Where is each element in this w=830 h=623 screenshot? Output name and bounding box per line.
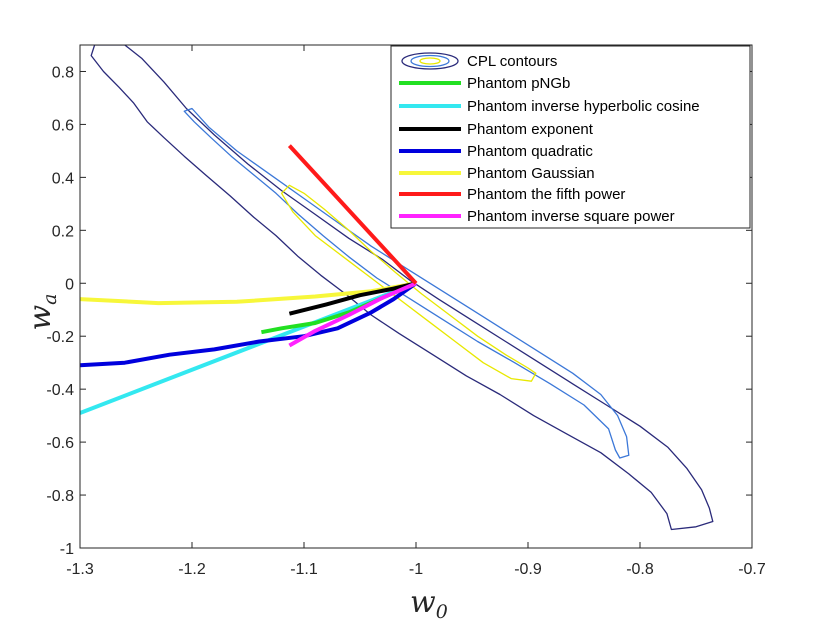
y-tick-label: -1 xyxy=(60,541,74,558)
x-tick-label: -0.7 xyxy=(738,561,766,578)
cpl-1-sigma-contour xyxy=(280,184,537,382)
series-phantom-quadratic xyxy=(80,281,418,368)
y-tick-label: -0.6 xyxy=(46,435,74,452)
legend-label-fifth-power: Phantom the fifth power xyxy=(467,186,625,203)
series-lines xyxy=(80,144,418,415)
legend-label-quadratic: Phantom quadratic xyxy=(467,143,593,160)
cpl-3-sigma-contour xyxy=(90,45,714,531)
x-tick-label: -0.9 xyxy=(514,561,542,578)
series-phantom-inverse-hyperbolic-cosine xyxy=(80,281,417,415)
x-tick-label: -1.1 xyxy=(290,561,318,578)
x-tick-label: -0.8 xyxy=(626,561,654,578)
legend-label-pngb: Phantom pNGb xyxy=(467,75,570,92)
legend-contour-icon xyxy=(401,52,459,70)
x-axis-ticks: -1.3 -1.2 -1.1 -1 -0.9 -0.8 -0.7 xyxy=(66,45,766,578)
y-axis-label-sub: a xyxy=(39,293,61,304)
x-axis-label-sub: 0 xyxy=(436,601,448,623)
y-tick-label: 0.8 xyxy=(52,64,74,81)
legend-label-inverse-square-power: Phantom inverse square power xyxy=(467,208,675,225)
contours xyxy=(90,45,714,531)
x-tick-label: -1.3 xyxy=(66,561,94,578)
legend-label-gaussian: Phantom Gaussian xyxy=(467,165,595,182)
y-tick-label: 0.4 xyxy=(52,170,74,187)
legend-label-cpl-contours: CPL contours xyxy=(467,53,557,70)
y-axis-ticks: -1 -0.8 -0.6 -0.4 -0.2 0 0.2 0.4 0.6 0.8 xyxy=(46,64,752,558)
y-tick-label: -0.4 xyxy=(46,382,74,399)
series-phantom-exponent xyxy=(288,281,417,316)
legend-label-exponent: Phantom exponent xyxy=(467,121,594,138)
y-tick-label: 0.6 xyxy=(52,117,74,134)
y-axis-label-base: w xyxy=(23,305,58,331)
y-tick-label: 0 xyxy=(65,276,74,293)
x-axis-label-base: w xyxy=(410,585,436,620)
x-tick-label: -1.2 xyxy=(178,561,206,578)
series-phantom-the-fifth-power xyxy=(287,144,418,285)
y-tick-label: -0.8 xyxy=(46,488,74,505)
cpl-2-sigma-contour xyxy=(183,107,630,459)
series-phantom-inverse-square-power xyxy=(288,281,417,348)
legend-box xyxy=(390,45,751,229)
legend-label-inverse-hyperbolic-cosine: Phantom inverse hyperbolic cosine xyxy=(467,98,700,115)
legend: CPL contours Phantom pNGb Phantom invers… xyxy=(390,45,751,229)
y-axis-label: wa xyxy=(23,293,61,330)
x-axis-label: w0 xyxy=(410,585,448,623)
y-tick-label: 0.2 xyxy=(52,223,74,240)
x-tick-label: -1 xyxy=(409,561,423,578)
y-tick-label: -0.2 xyxy=(46,329,74,346)
